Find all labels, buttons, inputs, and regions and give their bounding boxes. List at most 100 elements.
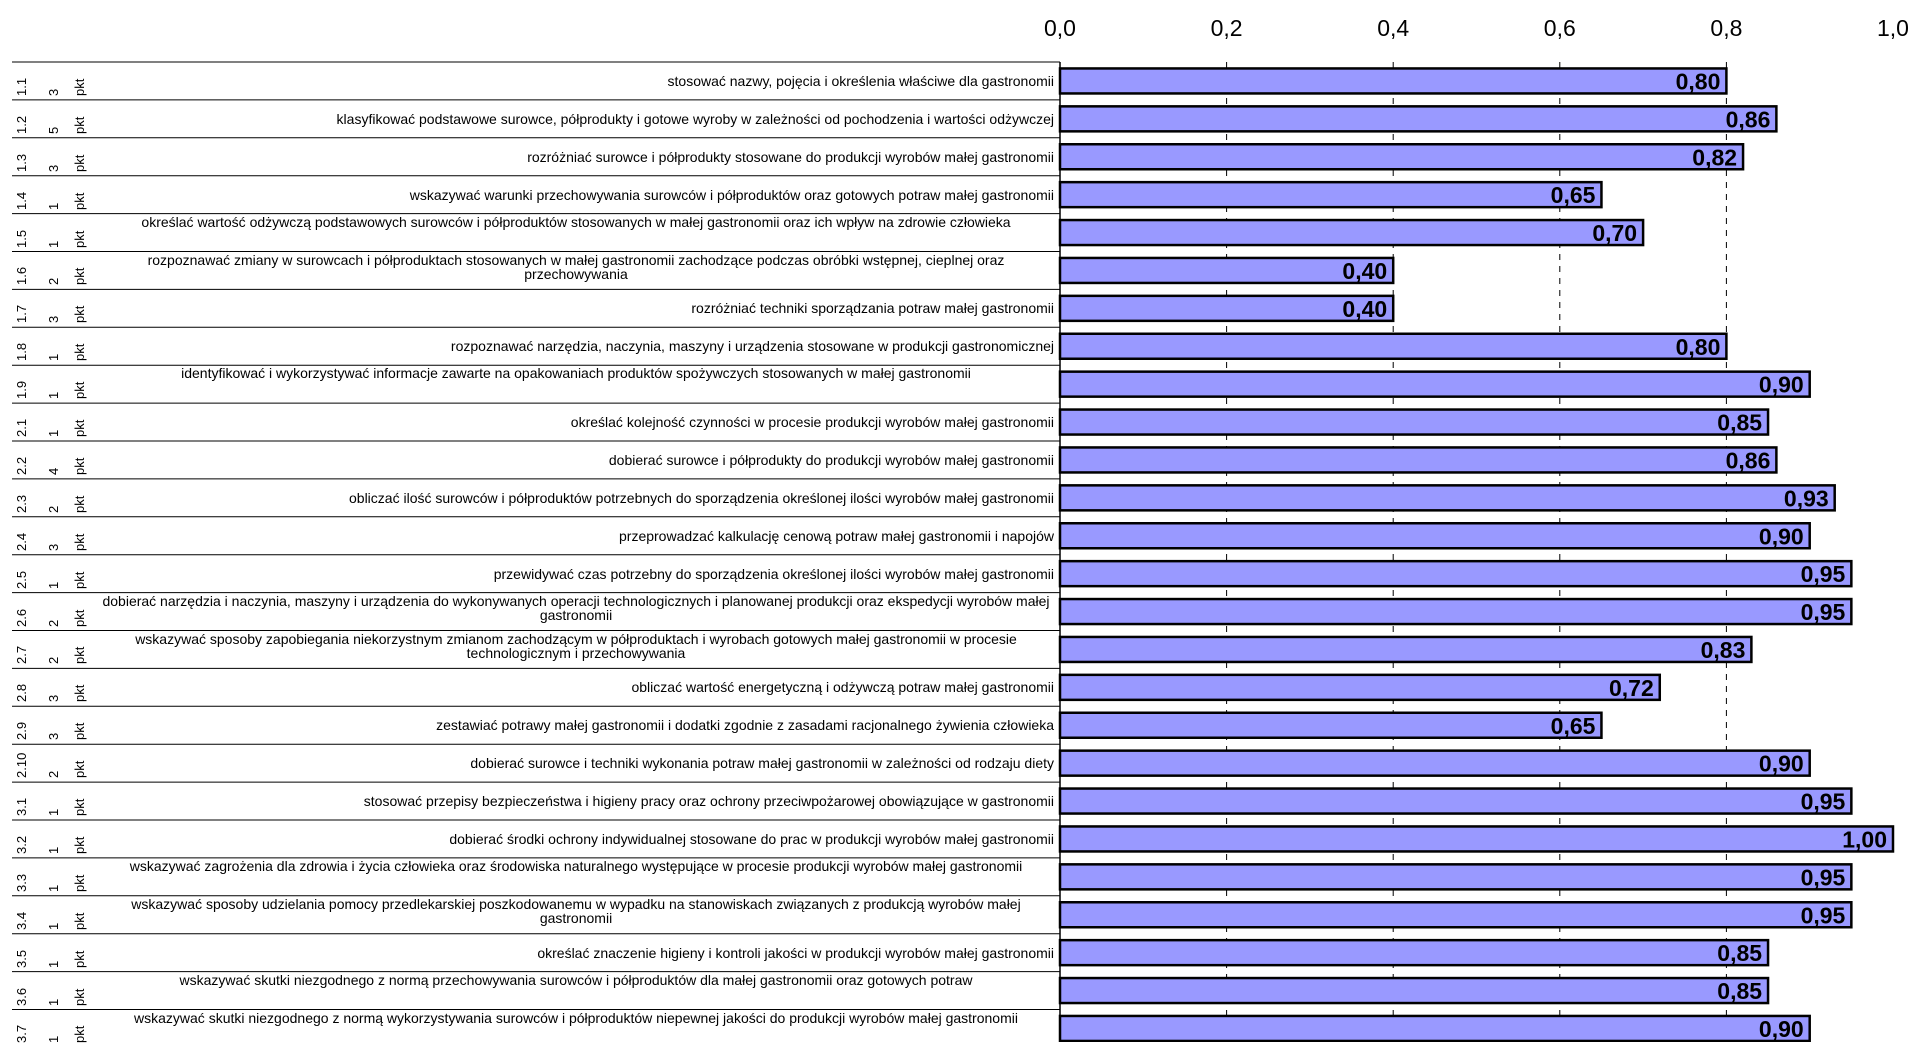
category-code: 1.5 <box>14 229 29 247</box>
bar <box>1060 789 1851 814</box>
category-unit: pkt <box>72 192 87 209</box>
bar <box>1060 940 1768 965</box>
category-code: 2.8 <box>14 684 29 702</box>
value-label: 0,72 <box>1609 675 1654 701</box>
bar <box>1060 68 1726 93</box>
category-code: 1.3 <box>14 154 29 172</box>
category-label: zestawiać potrawy małej gastronomii i do… <box>98 707 1054 743</box>
category-code: 2.5 <box>14 571 29 589</box>
category-label: rozpoznawać narzędzia, naczynia, maszyny… <box>98 328 1054 364</box>
category-code: 2.10 <box>14 753 29 778</box>
category-code: 3.6 <box>14 987 29 1005</box>
category-code: 2.7 <box>14 646 29 664</box>
category-code: 3.5 <box>14 950 29 968</box>
category-unit: pkt <box>72 837 87 854</box>
bar <box>1060 864 1851 889</box>
category-label: dobierać surowce i półprodukty do produk… <box>98 442 1054 478</box>
value-label: 0,90 <box>1759 751 1804 777</box>
bar <box>1060 902 1851 927</box>
value-label: 0,40 <box>1342 296 1387 322</box>
value-label: 0,85 <box>1717 410 1762 436</box>
category-points: 3 <box>46 695 61 702</box>
category-unit: pkt <box>72 268 87 285</box>
category-unit: pkt <box>72 79 87 96</box>
category-code: 1.1 <box>14 78 29 96</box>
category-label: wskazywać warunki przechowywania surowcó… <box>98 177 1054 213</box>
category-points: 3 <box>46 316 61 323</box>
category-label: obliczać ilość surowców i półproduktów p… <box>98 480 1054 516</box>
category-unit: pkt <box>72 609 87 626</box>
category-label: stosować nazwy, pojęcia i określenia wła… <box>98 63 1054 99</box>
value-label: 0,65 <box>1551 182 1596 208</box>
category-code: 1.8 <box>14 343 29 361</box>
value-label: 0,90 <box>1759 1016 1804 1042</box>
category-unit: pkt <box>72 1026 87 1043</box>
grid-lines <box>1227 62 1727 1042</box>
value-label: 0,95 <box>1801 902 1846 928</box>
category-code: 3.2 <box>14 836 29 854</box>
category-points: 1 <box>46 392 61 399</box>
category-code: 1.9 <box>14 381 29 399</box>
category-unit: pkt <box>72 988 87 1005</box>
category-points: 1 <box>46 847 61 854</box>
bar <box>1060 826 1893 851</box>
category-points: 1 <box>46 1036 61 1043</box>
category-code: 3.3 <box>14 874 29 892</box>
category-label: wskazywać zagrożenia dla zdrowia i życia… <box>98 859 1054 895</box>
category-code: 3.4 <box>14 912 29 930</box>
category-code: 2.4 <box>14 533 29 551</box>
bar <box>1060 144 1743 169</box>
category-points: 1 <box>46 960 61 967</box>
bar <box>1060 410 1768 435</box>
value-label: 0,95 <box>1801 599 1846 625</box>
x-tick-label: 0,6 <box>1544 15 1576 41</box>
value-label: 0,86 <box>1726 447 1771 473</box>
category-label: określać wartość odżywczą podstawowych s… <box>98 215 1054 251</box>
category-code: 3.1 <box>14 798 29 816</box>
bar <box>1060 751 1810 776</box>
value-label: 0,90 <box>1759 523 1804 549</box>
category-label: wskazywać skutki niezgodnego z normą wyk… <box>98 1011 1054 1046</box>
category-points: 3 <box>46 733 61 740</box>
bar <box>1060 372 1810 397</box>
category-unit: pkt <box>72 533 87 550</box>
category-points: 2 <box>46 657 61 664</box>
x-tick-label: 0,2 <box>1211 15 1243 41</box>
category-points: 3 <box>46 543 61 550</box>
category-points: 1 <box>46 202 61 209</box>
category-unit: pkt <box>72 344 87 361</box>
category-code: 1.4 <box>14 192 29 210</box>
value-label: 0,70 <box>1592 220 1637 246</box>
category-unit: pkt <box>72 458 87 475</box>
category-points: 3 <box>46 89 61 96</box>
value-label: 0,85 <box>1717 940 1762 966</box>
category-label: rozróżniać surowce i półprodukty stosowa… <box>98 139 1054 175</box>
value-label: 0,93 <box>1784 485 1829 511</box>
category-label: dobierać środki ochrony indywidualnej st… <box>98 821 1054 857</box>
category-points: 1 <box>46 922 61 929</box>
bar <box>1060 599 1851 624</box>
bars <box>1060 68 1893 1040</box>
category-label: identyfikować i wykorzystywać informacje… <box>98 366 1054 402</box>
category-unit: pkt <box>72 912 87 929</box>
category-code: 1.6 <box>14 267 29 285</box>
category-points: 1 <box>46 885 61 892</box>
category-points: 1 <box>46 430 61 437</box>
category-points: 1 <box>46 354 61 361</box>
category-label: dobierać surowce i techniki wykonania po… <box>98 745 1054 781</box>
category-points: 2 <box>46 771 61 778</box>
bar <box>1060 220 1643 245</box>
category-label: klasyfikować podstawowe surowce, półprod… <box>98 101 1054 137</box>
category-unit: pkt <box>72 382 87 399</box>
bar <box>1060 1016 1810 1041</box>
category-label: dobierać narzędzia i naczynia, maszyny i… <box>98 594 1054 630</box>
category-unit: pkt <box>72 154 87 171</box>
category-unit: pkt <box>72 950 87 967</box>
value-label: 0,95 <box>1801 864 1846 890</box>
bar <box>1060 182 1601 207</box>
category-points: 1 <box>46 240 61 247</box>
category-points: 2 <box>46 278 61 285</box>
bar <box>1060 675 1660 700</box>
value-label: 0,86 <box>1726 106 1771 132</box>
